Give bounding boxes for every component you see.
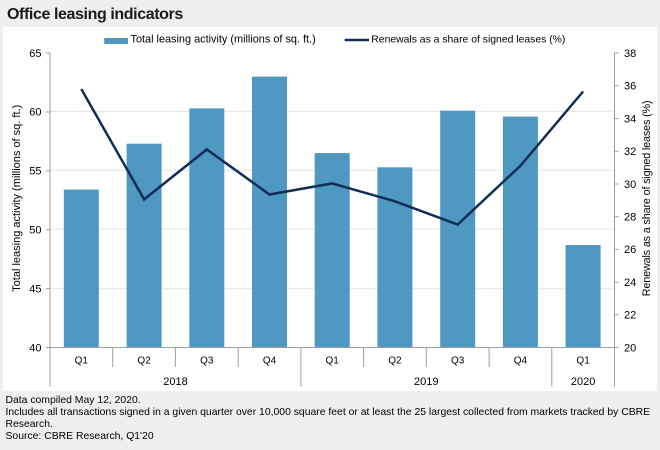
svg-text:Q2: Q2	[388, 355, 402, 366]
svg-text:38: 38	[624, 48, 636, 60]
svg-text:Q2: Q2	[137, 355, 151, 366]
svg-text:20: 20	[624, 342, 636, 354]
svg-text:Q4: Q4	[263, 355, 277, 366]
svg-text:22: 22	[624, 310, 636, 322]
svg-text:2019: 2019	[414, 376, 438, 388]
svg-text:34: 34	[624, 113, 636, 125]
svg-text:28: 28	[624, 212, 636, 224]
svg-text:26: 26	[624, 244, 636, 256]
svg-text:Q4: Q4	[514, 355, 528, 366]
svg-text:65: 65	[29, 48, 41, 60]
svg-text:55: 55	[29, 166, 41, 178]
svg-text:2018: 2018	[163, 376, 187, 388]
svg-text:Q1: Q1	[326, 355, 340, 366]
svg-text:Renewals as a share of signed: Renewals as a share of signed leases (%)	[371, 35, 565, 46]
svg-text:Total leasing activity (millio: Total leasing activity (millions of sq. …	[131, 34, 316, 46]
svg-text:32: 32	[624, 146, 636, 158]
svg-text:40: 40	[29, 342, 41, 354]
svg-text:24: 24	[624, 277, 636, 289]
svg-text:Q1: Q1	[75, 355, 89, 366]
svg-text:Q1: Q1	[576, 355, 590, 366]
svg-text:Q3: Q3	[451, 355, 465, 366]
svg-text:50: 50	[29, 225, 41, 237]
svg-text:36: 36	[624, 81, 636, 93]
svg-text:Total leasing activity (millio: Total leasing activity (millions of sq. …	[11, 105, 23, 292]
svg-text:Renewals as a share of signed: Renewals as a share of signed leases (%)	[641, 101, 653, 297]
svg-text:2020: 2020	[571, 376, 595, 388]
svg-text:45: 45	[29, 283, 41, 295]
svg-text:30: 30	[624, 179, 636, 191]
svg-text:60: 60	[29, 107, 41, 119]
svg-text:Q3: Q3	[200, 355, 214, 366]
